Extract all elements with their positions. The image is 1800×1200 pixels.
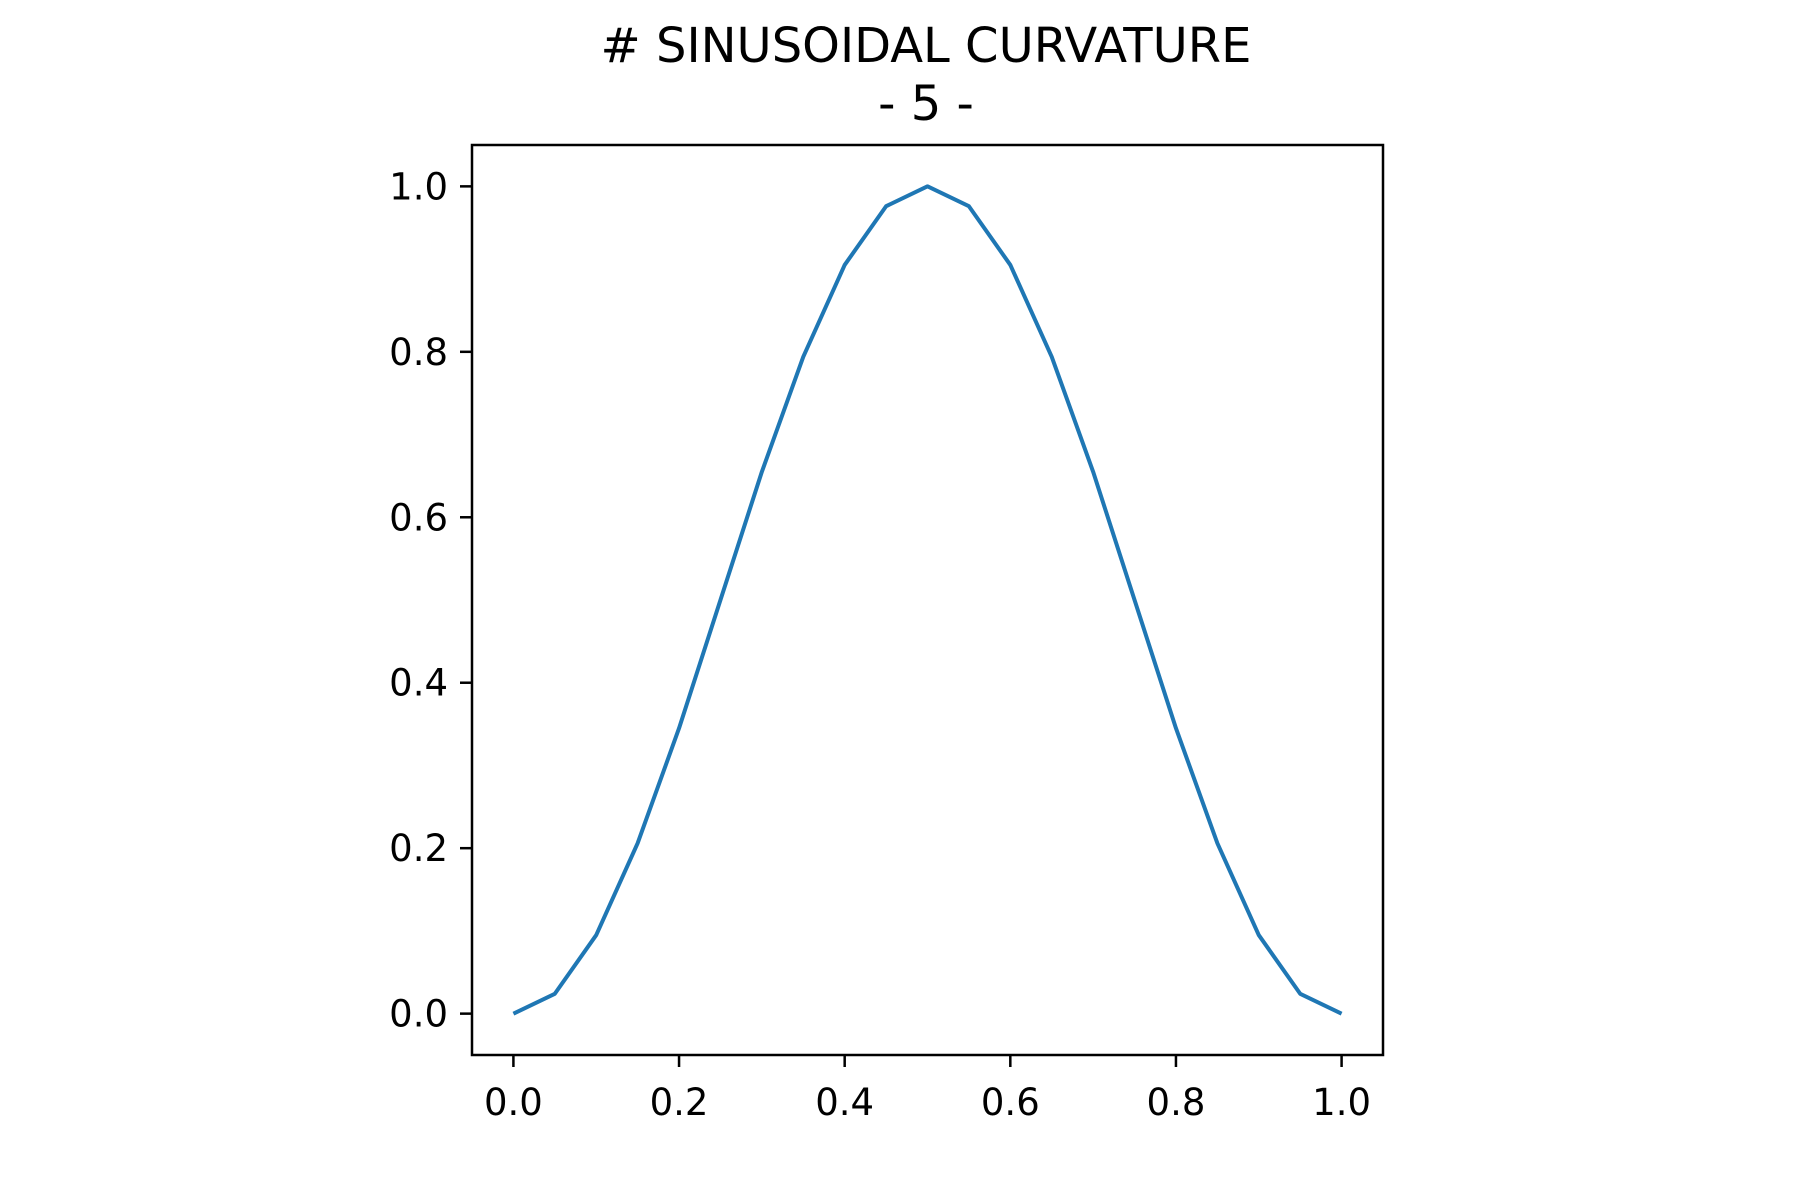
y-tick-label: 0.6 (389, 496, 448, 539)
y-tick-label: 0.8 (389, 331, 448, 374)
x-tick-label: 1.0 (1312, 1081, 1371, 1124)
y-tick-label: 1.0 (389, 165, 448, 208)
plot-frame (470, 143, 1385, 1057)
series-line-0 (512, 184, 1343, 1016)
chart-title: # SINUSOIDAL CURVATURE (601, 18, 1252, 74)
y-tick-label: 0.0 (389, 993, 448, 1036)
x-tick-label: 0.2 (650, 1081, 709, 1124)
x-tick-label: 0.4 (815, 1081, 874, 1124)
plot-area: 0.0 0.2 0.4 0.6 0.8 1.0 0.0 0.2 0.4 0.6 0.8 1.0 (389, 143, 1385, 1124)
y-tick-label: 0.2 (389, 827, 448, 870)
x-tick-label: 0.8 (1147, 1081, 1206, 1124)
x-tick-label: 0.0 (484, 1081, 543, 1124)
y-tick-label: 0.4 (389, 662, 448, 705)
x-tick-label: 0.6 (981, 1081, 1040, 1124)
chart-subtitle: - 5 - (878, 76, 974, 132)
